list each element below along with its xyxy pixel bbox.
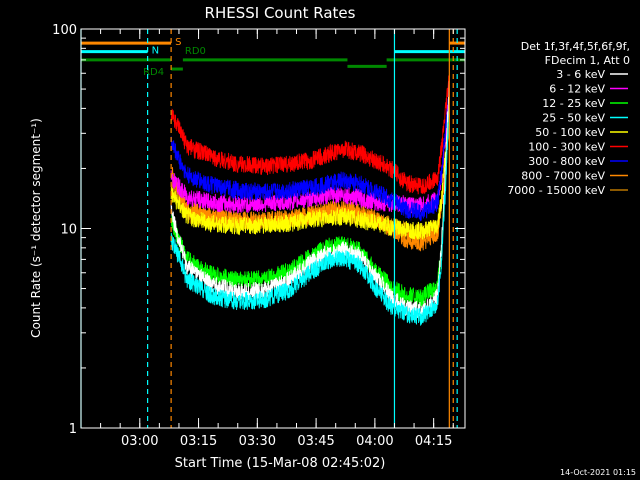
x-tick-label: 03:30: [239, 434, 276, 449]
legend-header: Det 1f,3f,4f,5f,6f,9f,: [521, 40, 630, 53]
legend-entry-label: 3 - 6 keV: [556, 68, 605, 81]
legend-entry-label: 7000 - 15000 keV: [507, 184, 605, 197]
state-bar-label: N: [152, 46, 159, 57]
legend-entry-label: 300 - 800 keV: [528, 155, 605, 168]
timestamp: 14-Oct-2021 01:15: [560, 468, 636, 477]
series-line-300-800-kev: [170, 85, 450, 222]
axes: 03:00 03:15 03:30 03:45 04:00 04:15 1 10 100: [52, 23, 466, 449]
legend-entry-label: 800 - 7000 keV: [521, 170, 605, 183]
y-axis-label: Count Rate (s⁻¹ detector segment⁻¹): [29, 118, 43, 338]
chart-title: RHESSI Count Rates: [205, 4, 356, 22]
state-bar-label: RD4: [143, 67, 164, 78]
series-line-100-300-kev: [170, 75, 450, 195]
legend-entry-label: 50 - 100 keV: [535, 126, 605, 139]
x-tick-label: 04:00: [356, 434, 393, 449]
series-layer: [170, 75, 450, 326]
y-tick-label: 100: [52, 23, 77, 38]
legend-entry-label: 6 - 12 keV: [549, 83, 605, 96]
legend-entry-label: 12 - 25 keV: [542, 97, 605, 110]
x-axis-label: Start Time (15-Mar-08 02:45:02): [175, 456, 386, 471]
y-tick-label: 1: [69, 422, 77, 437]
legend-entry-label: 25 - 50 keV: [542, 112, 605, 125]
legend-entry-label: 100 - 300 keV: [528, 141, 605, 154]
x-tick-label: 03:00: [121, 434, 158, 449]
state-bar-label: RD0: [185, 46, 206, 57]
x-tick-label: 04:15: [415, 434, 452, 449]
state-bar-label: S: [175, 37, 181, 48]
series-line-50-100-kev: [170, 106, 450, 240]
x-tick-label: 03:45: [297, 434, 334, 449]
x-tick-label: 03:15: [180, 434, 217, 449]
series-line-25-50-kev: [170, 108, 450, 326]
legend-header: FDecim 1, Att 0: [545, 54, 630, 67]
legend: Det 1f,3f,4f,5f,6f,9f,FDecim 1, Att 03 -…: [507, 40, 630, 197]
series-line-3-6-kev: [170, 80, 450, 318]
y-tick-label: 10: [60, 223, 77, 238]
